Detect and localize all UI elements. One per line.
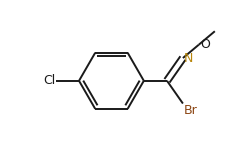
Text: Br: Br xyxy=(184,104,198,117)
Text: O: O xyxy=(200,38,210,51)
Text: N: N xyxy=(184,52,193,64)
Text: Cl: Cl xyxy=(43,74,55,87)
